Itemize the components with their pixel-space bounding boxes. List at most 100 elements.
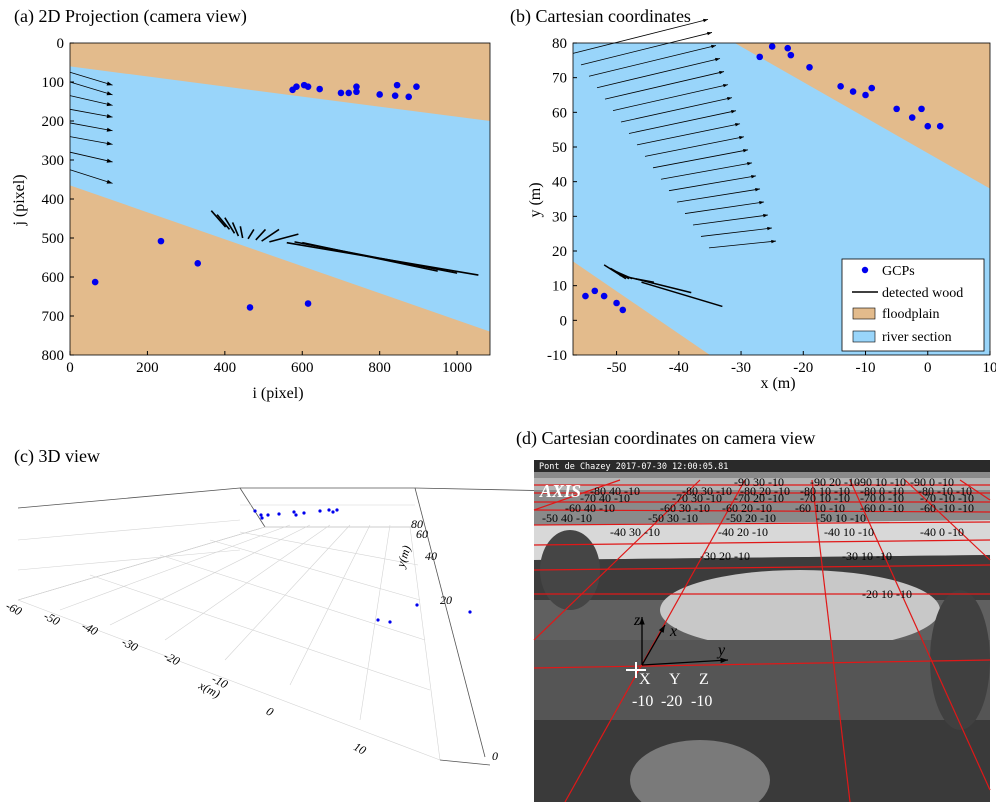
legend-river-patch [852,330,876,343]
sky-reflection [660,570,940,650]
y-tick-label: 0 [57,36,65,52]
timestamp-bar [534,460,990,472]
gcp-point [345,89,353,97]
panel-c-title: (c) 3D view [14,446,100,467]
gcp-point [292,510,296,514]
panel-a-ylabel: j (pixel) [11,174,28,226]
grid-line [17,519,241,541]
gcp-point [413,83,420,90]
wood-segment [635,278,692,294]
gcp-point [756,53,764,61]
wood-segment [224,217,236,234]
gcp-point [806,63,813,71]
grid-line-horizontal [533,539,991,546]
y-tick-label: 0 [560,313,568,329]
panel-a-title: (a) 2D Projection (camera view) [14,6,247,27]
gcp-point [468,610,472,614]
y-axis-arrow-head [720,657,728,664]
y-tick-label: 30 [552,209,567,225]
x-tick-label: 0 [66,360,74,376]
grid-coordinate-label: -70 40 -10 [580,491,630,505]
gcp-point [787,51,795,59]
x-tick-label: -30 [120,635,141,655]
grid-line [17,526,266,601]
x-tick-label: 200 [136,360,159,376]
wood-segment [231,222,240,237]
grid-line-converging [811,479,851,802]
grid-coordinate-label: -30 10 -10 [842,549,892,563]
flow-arrow [69,136,113,145]
flow-arrow [69,81,113,96]
flow-arrow-head [735,122,740,127]
y-tick-label: 20 [552,244,567,260]
arrow-label-y: y [716,642,726,659]
grid-line [159,554,426,641]
flow-arrow-head [755,187,760,192]
flow-arrow-head [711,44,716,49]
grid-coordinate-label: -70 10 -10 [800,491,850,505]
flow-arrow [620,97,733,123]
x-tick-label: 600 [291,360,314,376]
grid-line [289,524,371,686]
flow-arrow [700,227,773,237]
grid-coordinate-label: -70 20 -10 [734,491,784,505]
grid-line [164,524,331,641]
y-tick-label: 50 [552,140,567,156]
y-tick-label: 70 [552,71,567,87]
wood-segment [247,228,255,240]
grid-coordinate-label: -40 0 -10 [920,525,964,539]
flow-arrow-head [106,141,113,146]
gcp-point [619,306,627,314]
y-tick-label: 500 [42,231,65,247]
wood-segment [216,214,231,230]
y-tick-label: -10 [547,348,567,364]
wood-segment [302,241,438,272]
gcp-point [302,511,306,515]
grid-coordinate-label: -80 0 -10 [860,484,904,498]
wood-segment [210,210,227,228]
grid-coordinate-label: -20 10 -10 [862,587,912,601]
grid-coordinate-label: -40 20 -10 [718,525,768,539]
grid-coordinate-label: -40 30 -10 [610,525,660,539]
grid-line [109,524,311,626]
gcp-point [293,83,300,90]
flow-arrow [69,108,113,118]
grid-coordinate-label: -30 20 -10 [700,549,750,563]
gcp-point [391,92,399,99]
wood-segment [239,226,244,239]
grid-coordinate-label: -50 20 -10 [726,511,776,525]
gcp-point [393,81,401,89]
x-axis-arrow [641,624,666,666]
grid-coordinate-label: -70 -10 -10 [920,491,974,505]
coord-letter-x: X [639,671,651,688]
gcp-point [318,509,322,513]
grid-coordinate-label: -40 10 -10 [824,525,874,539]
gcp-point [266,513,270,517]
water-surface [534,640,990,720]
flow-arrow-head [106,158,113,163]
gcp-point [259,513,263,517]
gcp-point [918,105,925,113]
x-tick-label: -20 [793,360,813,376]
gcp-point [893,105,900,113]
grid-coordinate-label: -80 -10 -10 [918,484,972,498]
flow-arrow [636,123,741,146]
gcp-point [613,299,620,307]
flow-arrow-head [771,239,776,244]
flow-arrow-head [767,226,772,231]
grid-line [59,524,291,611]
x-tick-label: 0 [924,360,932,376]
flow-arrow [676,188,761,203]
grid-line-horizontal [533,659,991,669]
gcp-point [837,83,844,90]
grid-line [17,549,241,571]
panel-a-plot: 0 200 400 600 800 1000 0 100 200 300 400 500 600 700 8… [42,36,491,376]
wood-segment [269,233,299,243]
gcp-point [246,304,254,311]
y-tick-label: 100 [42,75,65,91]
gcp-point [388,620,392,624]
gcp-point [327,508,331,512]
arrow-label-x: x [669,623,677,640]
wood-segment [261,228,280,242]
panel-b-title: (b) Cartesian coordinates [510,6,691,27]
